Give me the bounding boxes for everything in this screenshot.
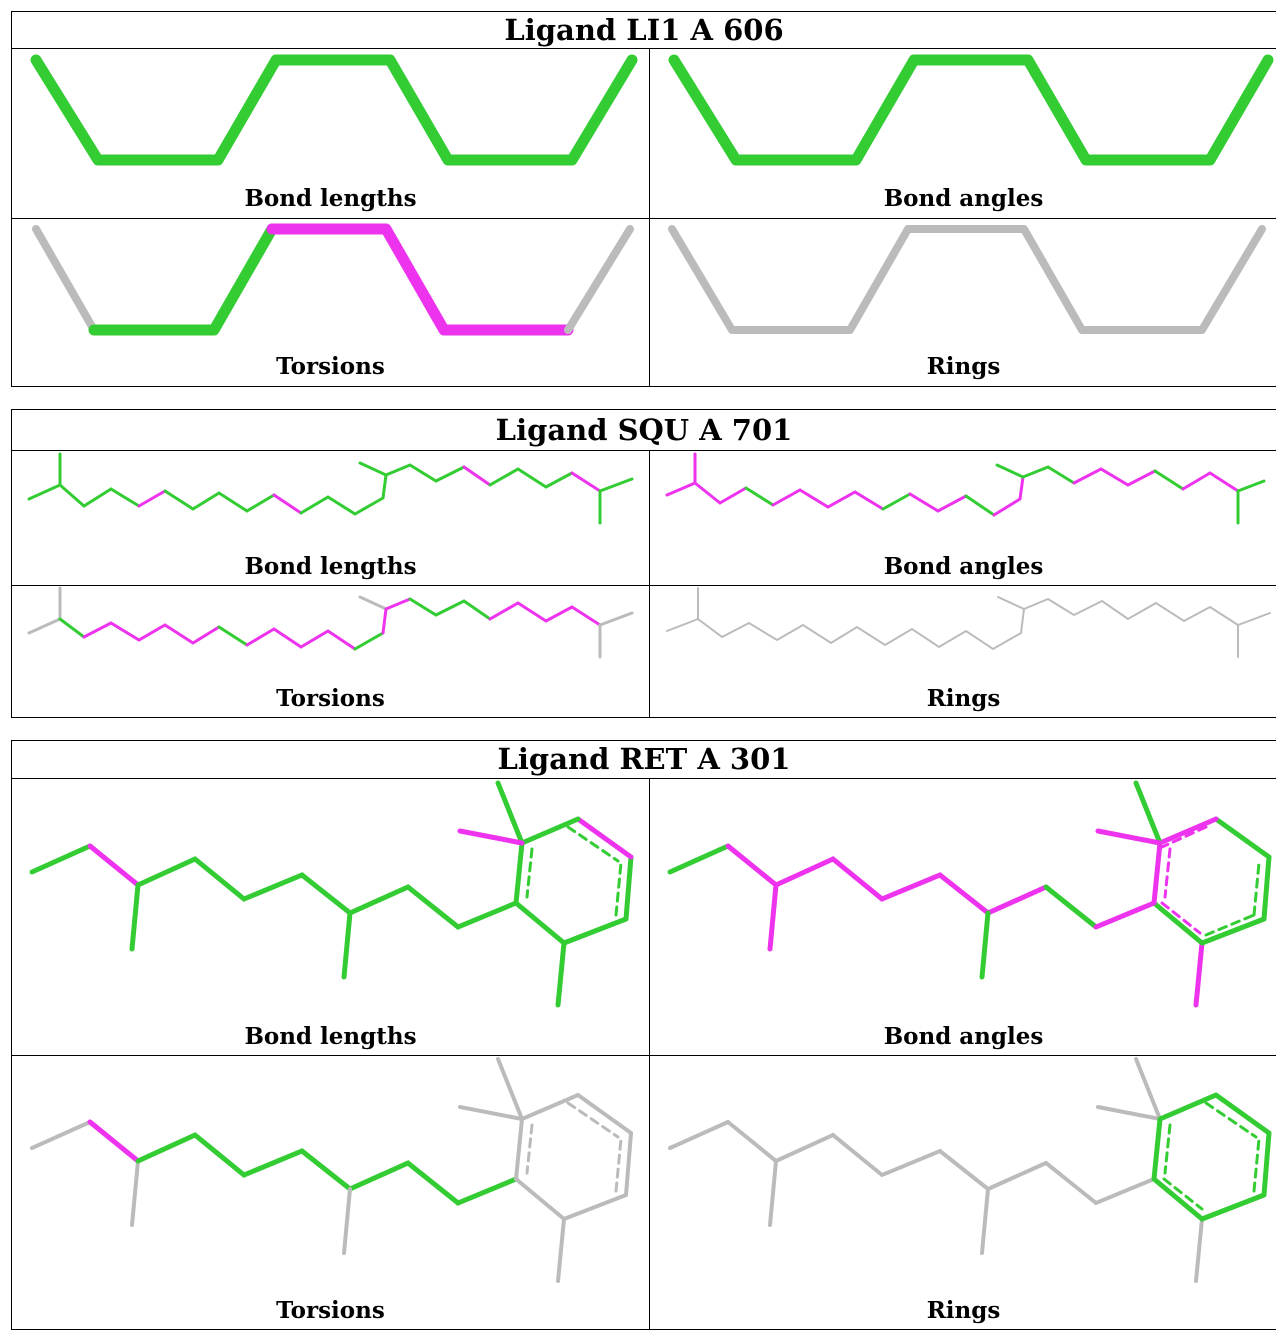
ligand-title: Ligand SQU A 701 [12,410,1276,451]
panel-rings: Rings [650,1055,1276,1329]
structure-li1-bond-angles [668,54,1274,166]
panel-bond-angles: Bond angles [650,49,1276,218]
row-divider [12,585,1276,586]
panel-caption: Rings [926,685,1001,712]
panel-caption: Bond angles [883,553,1044,580]
panel-caption: Bond lengths [244,1023,417,1050]
ligand-title: Ligand RET A 301 [12,741,1276,779]
structure-squ-bond-lengths [27,452,634,525]
ligand-block-squ: Ligand SQU A 701 Bond lengths [11,409,1276,718]
panel-caption: Bond angles [883,1023,1044,1050]
panel-bond-lengths: Bond lengths [12,451,650,585]
row-divider [12,1055,1276,1056]
panel-caption: Rings [926,353,1001,380]
panel-caption: Bond lengths [244,185,417,212]
structure-ret-bond-angles [667,780,1272,1008]
panel-caption: Bond lengths [244,553,417,580]
ligand-block-ret: Ligand RET A 301 [11,740,1276,1330]
row-divider [12,218,1276,219]
structure-squ-rings [666,587,1271,658]
structure-ret-rings [668,1057,1272,1283]
panel-bond-angles: Bond angles [650,779,1276,1055]
panel-caption: Rings [926,1297,1001,1324]
panel-torsions: Torsions [12,585,650,717]
panel-torsions: Torsions [12,218,650,386]
ligand-block-li1: Ligand LI1 A 606 Bond lengths Bond angle… [11,11,1276,387]
structure-li1-rings [668,225,1266,334]
structure-squ-bond-angles [665,452,1266,525]
panel-bond-lengths: Bond lengths [12,49,650,218]
structure-ret-bond-lengths [29,780,634,1008]
ligand-title: Ligand LI1 A 606 [12,12,1276,49]
structure-squ-torsions [27,586,634,659]
panel-bond-angles: Bond angles [650,451,1276,585]
panel-rings: Rings [650,585,1276,717]
panel-bond-lengths: Bond lengths [12,779,650,1055]
panel-rings: Rings [650,218,1276,386]
panel-caption: Torsions [276,1297,385,1324]
structure-li1-torsions [32,223,634,336]
panel-caption: Torsions [276,685,385,712]
panel-torsions: Torsions [12,1055,650,1329]
structure-ret-torsions [30,1057,633,1283]
structure-li1-bond-lengths [30,54,638,166]
panel-caption: Torsions [276,353,385,380]
panel-caption: Bond angles [883,185,1044,212]
